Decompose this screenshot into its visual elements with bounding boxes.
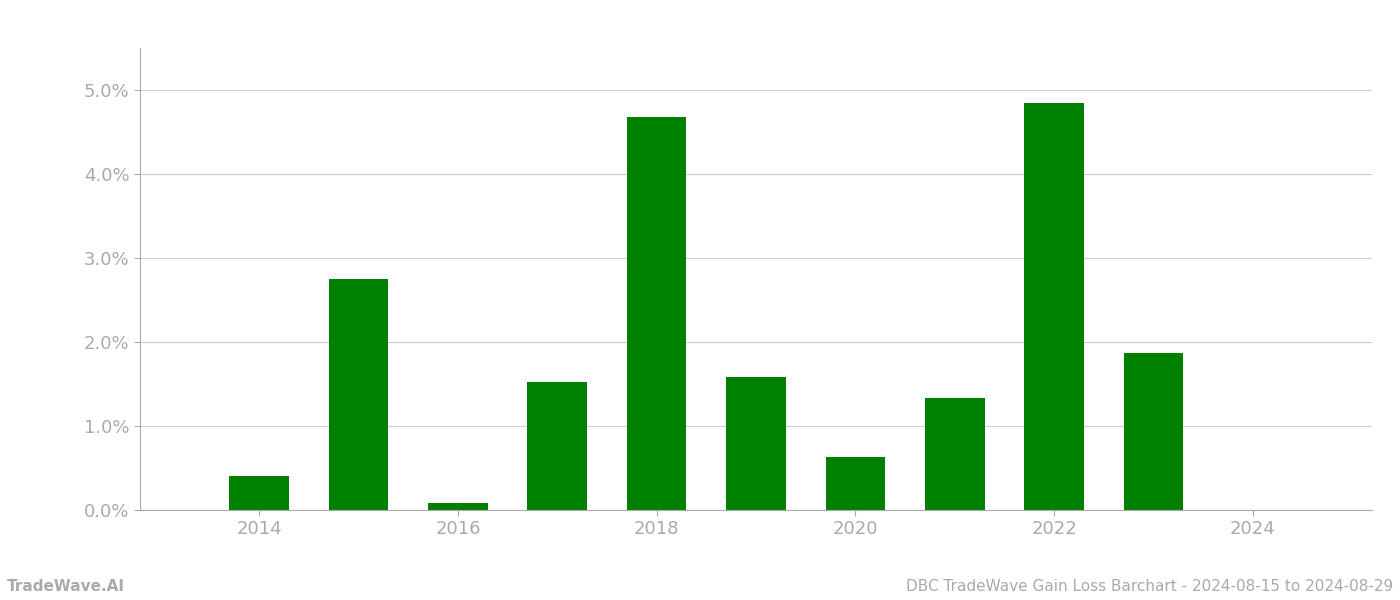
Bar xyxy=(528,382,587,510)
Bar xyxy=(1124,353,1183,510)
Bar xyxy=(329,279,388,510)
Bar xyxy=(1025,103,1084,510)
Bar xyxy=(230,476,288,510)
Bar xyxy=(826,457,885,510)
Text: TradeWave.AI: TradeWave.AI xyxy=(7,579,125,594)
Bar xyxy=(727,377,785,510)
Bar xyxy=(925,398,984,510)
Bar xyxy=(627,117,686,510)
Bar xyxy=(428,503,487,510)
Text: DBC TradeWave Gain Loss Barchart - 2024-08-15 to 2024-08-29: DBC TradeWave Gain Loss Barchart - 2024-… xyxy=(906,579,1393,594)
